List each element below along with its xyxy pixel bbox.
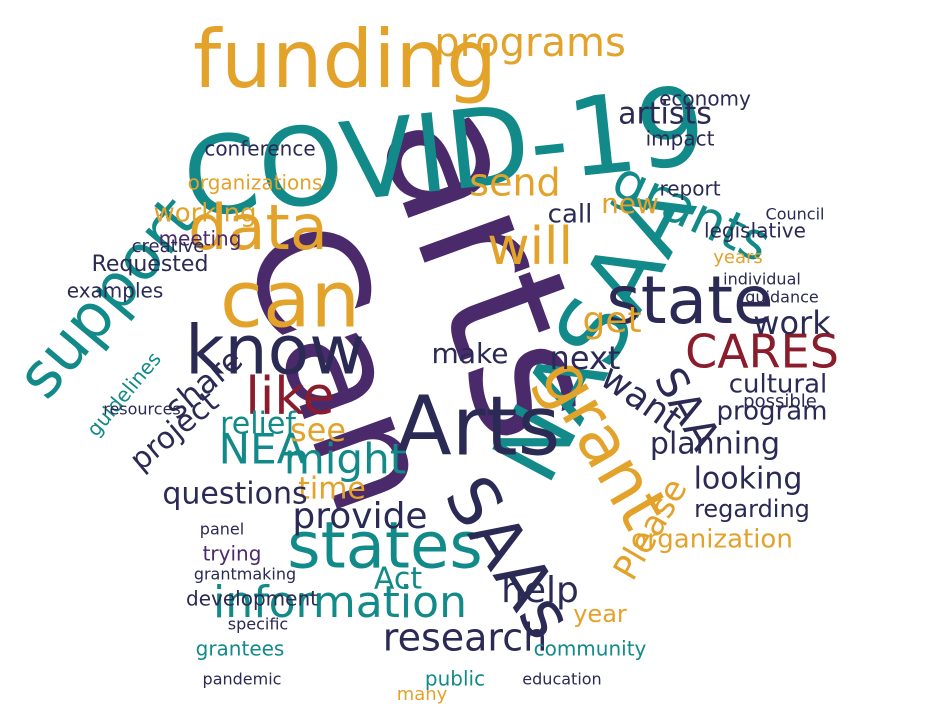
word: organizations [188,171,323,195]
word: guidance [745,288,818,307]
word: CARES [685,325,839,379]
word: like [245,367,334,427]
word: pandemic [203,670,282,689]
word: working [153,199,256,229]
word: call [548,200,593,230]
word: impact [646,127,715,151]
word: funding [193,13,497,106]
word: resources [103,400,181,419]
word: development [186,587,318,611]
word: planning [650,427,780,462]
word: information [213,577,467,628]
word: NEA [219,425,306,474]
word: regarding [694,495,810,523]
word: questions [162,477,307,512]
word: get [582,300,641,341]
word: specific [228,615,288,634]
word: states [287,510,482,584]
word: possible [743,391,817,412]
word: Act [374,562,422,597]
word: Requested [92,252,209,277]
word: data [188,191,328,264]
word: report [659,177,720,201]
word: state [606,262,773,339]
word: relief [220,407,297,442]
word: grantees [196,637,285,661]
word: trying [203,542,262,566]
word: panel [200,520,244,539]
word: programs [434,20,626,66]
word: economy [659,87,751,111]
word: many [397,684,448,705]
word: work [753,304,831,342]
word: conference [204,137,315,161]
word: see [290,411,346,449]
word: next [550,339,621,377]
word: individual [723,270,801,289]
word: public [425,667,485,691]
word: can [220,255,360,345]
word: cultural [729,370,828,400]
word: provide [292,496,427,537]
word: research [383,616,547,660]
word: organization [631,525,793,555]
word: will [487,217,573,277]
word: send [469,161,560,205]
word: time [298,472,366,507]
word: examples [67,279,164,303]
word: education [522,670,601,689]
word: creative [132,236,205,257]
word: years [713,247,763,268]
word: artists [618,97,712,132]
word: program [717,397,828,427]
word: grantmaking [194,565,296,584]
word: year [573,600,627,628]
word: Council [766,205,825,224]
word: know [185,312,365,391]
word: might [284,435,406,484]
word: make [432,337,509,370]
word: meeting [159,227,242,251]
word: new [601,187,659,220]
word: looking [694,462,803,497]
word: legislative [704,219,806,243]
word: Arts [396,379,561,474]
word: help [501,570,579,611]
word: community [534,637,647,661]
